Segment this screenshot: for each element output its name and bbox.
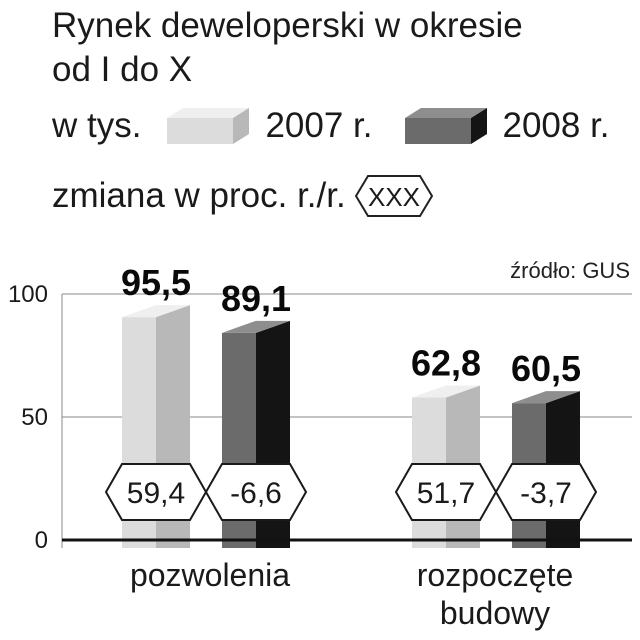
yoy-change-label: 51,7 — [417, 477, 475, 510]
legend: w tys. 2007 r. 2008 r. — [52, 100, 638, 152]
yoy-change-hexagon — [204, 463, 308, 521]
bar-top-face — [122, 305, 190, 318]
y-tick-label: 100 — [8, 281, 48, 308]
legend-swatch-2007 — [167, 108, 250, 144]
yoy-change-hexagon — [494, 463, 598, 521]
category-label-pozwolenia: pozwolenia — [129, 557, 291, 593]
unit-label: w tys. — [52, 106, 142, 145]
change-legend: zmiana w proc. r./r. XXX — [52, 170, 434, 222]
bar-value-label: 60,5 — [511, 348, 581, 389]
chart-title: Rynek deweloperski w okresie od I do X — [52, 4, 523, 92]
yoy-change-label: -3,7 — [520, 477, 572, 510]
bar-top-face — [412, 385, 480, 398]
category-label-rozpoczete-budowy: rozpoczęte budowy — [350, 556, 640, 632]
title-line-2: od I do X — [52, 50, 193, 89]
bar-value-label: 62,8 — [411, 343, 481, 384]
source-note: źródło: GUS — [510, 258, 630, 283]
category-label-rozpoczete-budowy-text: rozpoczęte budowy — [416, 557, 574, 631]
change-hexagon-sample: XXX — [354, 175, 433, 217]
bar-top-face — [222, 320, 290, 333]
y-tick-label: 0 — [35, 527, 48, 554]
bar-value-label: 89,1 — [221, 278, 291, 319]
y-tick-label: 50 — [21, 404, 48, 431]
yoy-change-label: 59,4 — [127, 477, 185, 510]
legend-swatch-2008 — [404, 108, 487, 144]
legend-label-2008: 2008 r. — [502, 106, 610, 145]
change-sample-text: XXX — [368, 182, 420, 212]
bar-value-label: 95,5 — [121, 262, 191, 303]
bar-top-face — [512, 391, 580, 404]
yoy-change-label: -6,6 — [230, 477, 282, 510]
legend-label-2007: 2007 r. — [265, 106, 373, 145]
title-line-1: Rynek deweloperski w okresie — [52, 6, 523, 45]
change-label: zmiana w proc. r./r. — [52, 176, 346, 215]
